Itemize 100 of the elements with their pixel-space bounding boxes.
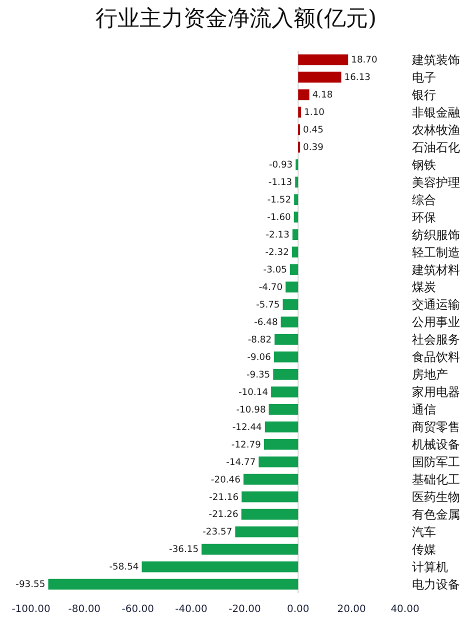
data-label: -20.46: [210, 474, 241, 486]
bar: [264, 438, 298, 450]
data-label: -6.48: [254, 316, 278, 328]
y-tick-label: 社会服务: [412, 332, 460, 347]
data-label: -10.14: [238, 386, 268, 398]
bar: [48, 578, 298, 590]
bar: [286, 282, 298, 292]
data-label: -0.93: [268, 160, 293, 171]
y-tick-label: 钢铁: [411, 158, 436, 172]
bar: [294, 194, 298, 206]
bar: [298, 106, 302, 118]
bar: [296, 159, 298, 170]
bar: [268, 404, 298, 415]
x-tick-label: -40.00: [175, 604, 208, 615]
y-tick-label: 公用事业: [412, 315, 460, 330]
data-label: 4.18: [312, 90, 333, 101]
y-tick-label: 传媒: [412, 542, 436, 556]
y-tick-label: 轻工制造: [412, 245, 460, 260]
y-tick-label: 国防军工: [412, 455, 460, 470]
data-label: -12.44: [232, 422, 262, 433]
y-tick-label: 汽车: [412, 525, 436, 540]
bar: [258, 456, 298, 468]
y-tick-label: 计算机: [412, 560, 448, 574]
data-label: -36.15: [169, 544, 199, 556]
y-tick-label: 纺织服饰: [412, 228, 460, 242]
data-label: -3.05: [263, 264, 288, 276]
data-label: -9.06: [247, 352, 272, 363]
data-label: -5.75: [256, 299, 280, 310]
y-tick-label: 农林牧渔: [412, 122, 460, 137]
data-label: 18.70: [351, 54, 378, 66]
y-tick-label: 非银金融: [412, 105, 460, 120]
bar: [290, 264, 298, 275]
bar: [274, 334, 298, 345]
x-tick-label: -100.00: [12, 604, 50, 615]
data-label: -10.98: [236, 404, 266, 416]
data-label: 1.10: [304, 107, 325, 118]
data-label: -93.55: [16, 579, 46, 590]
data-label: 0.45: [303, 124, 324, 136]
bar: [298, 72, 342, 83]
chart-title: 行业主力资金净流入额(亿元): [95, 6, 377, 32]
bar: [280, 316, 298, 328]
bar: [243, 474, 298, 485]
data-label: -2.13: [266, 230, 290, 240]
y-tick-label: 房地产: [412, 368, 448, 382]
y-tick-label: 综合: [412, 192, 436, 207]
bar: [242, 491, 298, 502]
data-label: -12.79: [231, 439, 262, 450]
x-tick-label: 20.00: [337, 604, 366, 615]
y-tick-label: 美容护理: [412, 175, 460, 190]
y-tick-label: 建筑装饰: [411, 52, 460, 67]
y-tick-label: 电子: [412, 70, 436, 84]
data-label: -1.13: [268, 177, 292, 188]
y-tick-label: 机械设备: [412, 438, 460, 452]
y-tick-label: 交通运输: [412, 298, 460, 312]
y-tick-label: 食品饮料: [412, 350, 460, 364]
y-tick-label: 家用电器: [412, 385, 460, 400]
bar: [241, 508, 298, 520]
y-tick-label: 医药生物: [412, 490, 460, 504]
y-tick-label: 环保: [412, 210, 436, 224]
y-tick-label: 有色金属: [412, 508, 460, 522]
data-label: -14.77: [226, 456, 256, 468]
data-label: -58.54: [109, 562, 139, 573]
bar: [273, 369, 298, 380]
x-tick-label: 40.00: [390, 604, 420, 615]
bar: [202, 544, 298, 555]
data-label: -1.52: [267, 194, 292, 206]
data-label: 16.13: [344, 72, 371, 84]
y-tick-label: 建筑材料: [411, 262, 460, 277]
bar: [274, 352, 298, 362]
data-label: -23.57: [202, 526, 232, 538]
y-tick-label: 石油石化: [412, 140, 460, 154]
data-label: -9.35: [246, 369, 270, 380]
y-tick-label: 基础化工: [412, 472, 460, 487]
data-label: -21.26: [208, 509, 238, 520]
data-label: -4.70: [258, 282, 283, 293]
bar: [264, 421, 298, 432]
data-label: -8.82: [248, 334, 272, 346]
x-tick-label: -80.00: [68, 604, 101, 615]
bar: [142, 561, 298, 572]
x-tick-label: -60.00: [122, 604, 154, 615]
y-tick-label: 煤炭: [412, 280, 436, 294]
bar: [271, 386, 298, 398]
bar: [294, 212, 298, 223]
bar: [292, 246, 298, 258]
data-label: 0.39: [303, 142, 324, 154]
x-tick-label: 0.00: [287, 604, 310, 615]
data-label: -21.16: [209, 492, 239, 503]
data-label: -2.32: [265, 246, 289, 258]
y-tick-label: 通信: [412, 402, 436, 417]
bar: [282, 299, 298, 310]
y-tick-label: 电力设备: [412, 577, 460, 592]
bar: [298, 54, 348, 66]
bar: [292, 229, 298, 240]
x-tick-label: -20.00: [228, 604, 261, 615]
bar: [235, 526, 298, 538]
bar: [298, 89, 310, 100]
y-tick-label: 商贸零售: [412, 420, 460, 434]
y-tick-label: 银行: [411, 88, 436, 102]
bar: [295, 176, 298, 188]
data-label: -1.60: [267, 212, 292, 224]
